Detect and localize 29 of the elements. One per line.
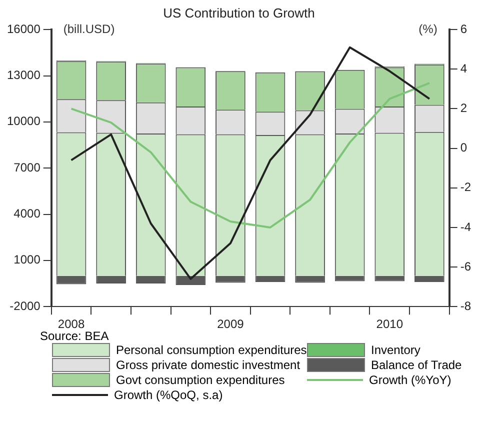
legend-label: Growth (%QoQ, s.a): [114, 388, 223, 402]
x-tick-label: 2010: [376, 317, 404, 332]
y2-axis-title: (%): [418, 22, 438, 36]
legend-label: Gross private domestic investment: [116, 358, 300, 372]
y-tick-label: 7000: [14, 160, 41, 174]
y2-tick-label: 0: [460, 140, 468, 155]
y-tick-label: -2000: [10, 298, 41, 313]
y2-tick-label: 4: [460, 61, 468, 76]
y2-tick-label: -8: [460, 298, 472, 313]
y2-tick-label: -2: [460, 180, 472, 194]
x-tick-label: 2009: [217, 317, 244, 332]
chart-title: US Contribution to Growth: [163, 5, 315, 20]
x-tick-label: 2008: [58, 317, 85, 332]
legend-label: Growth (%YoY): [369, 373, 452, 387]
y-tick-label: 13000: [6, 68, 41, 82]
y2-tick-label: 6: [460, 22, 468, 36]
y-axis-title: (bill.USD): [63, 22, 115, 36]
y2-tick-label: -4: [460, 220, 472, 234]
y-tick-label: 10000: [6, 114, 41, 128]
y2-tick-label: 2: [460, 101, 468, 116]
y2-tick-label: -6: [460, 259, 472, 274]
y-tick-label: 16000: [6, 22, 41, 36]
legend-label: Balance of Trade: [371, 358, 462, 372]
legend-label: Govt consumption expenditures: [116, 373, 285, 387]
source-note: Source: BEA: [40, 329, 109, 343]
legend-label: Inventory: [371, 343, 420, 357]
y-tick-label: 1000: [14, 252, 41, 267]
legend-label: Personal consumption expenditures: [116, 343, 307, 357]
y-tick-label: 4000: [14, 206, 41, 221]
